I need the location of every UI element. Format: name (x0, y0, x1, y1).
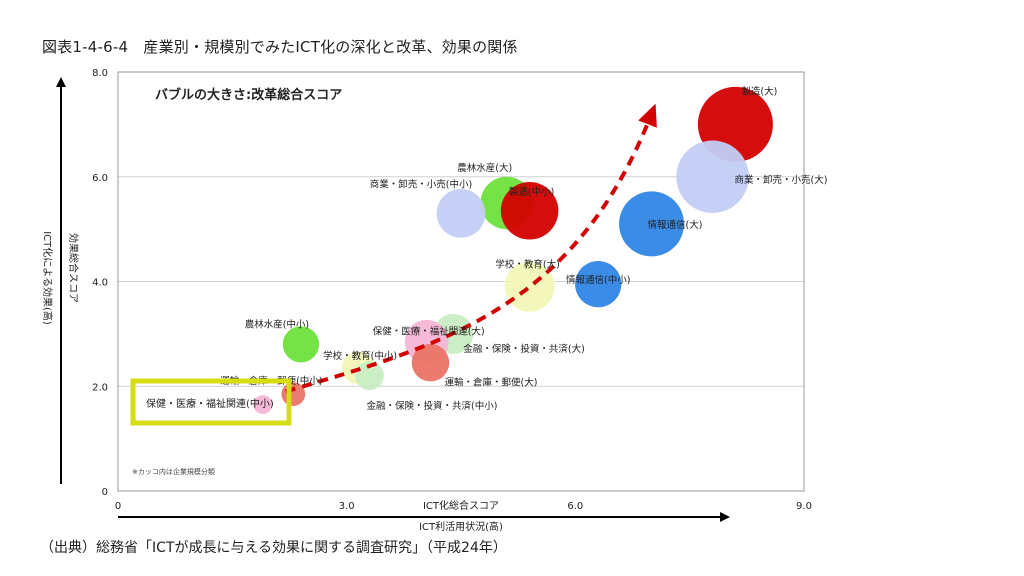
bubble-label: 保健・医療・福祉関連(大) (373, 326, 485, 338)
bubble (676, 140, 749, 213)
y-tick-label: 0 (102, 487, 108, 498)
bubble-label: 製造(中小) (509, 186, 554, 198)
y-tick-label: 4.0 (92, 278, 108, 289)
bubble-label-highlighted: 保健・医療・福祉関連(中小) (146, 397, 274, 410)
bubble-label: 金融・保険・投資・共済(中小) (367, 400, 498, 412)
bubble (619, 191, 685, 257)
bubble (355, 361, 384, 391)
bubble (411, 343, 450, 382)
chart-note: ※カッコ内は企業規模分類 (132, 467, 215, 476)
bubble-label: 商業・卸売・小売(中小) (370, 178, 472, 190)
highlight-box (130, 378, 292, 426)
bubble-label: 商業・卸売・小売(大) (735, 174, 828, 186)
x-tick-label: 9.0 (796, 501, 812, 512)
x-tick-label: 3.0 (339, 501, 355, 512)
bubble (575, 260, 622, 308)
bubble-label: 情報通信(中小) (566, 274, 630, 286)
bubble (504, 261, 555, 312)
y-tick-label: 6.0 (92, 173, 108, 184)
bubble-label: 金融・保険・投資・共済(大) (463, 343, 584, 355)
y-tick-label: 2.0 (92, 382, 108, 393)
bubble (282, 326, 320, 363)
figure-title: 図表1-4-6-4 産業別・規模別でみたICT化の深化と改革、効果の関係 (42, 38, 518, 56)
x-axis-label-outer: ICT利活用状況(高) (419, 520, 503, 533)
bubble-label: 情報通信(大) (648, 219, 703, 231)
bubble (253, 395, 273, 414)
source-citation: （出典）総務省「ICTが成長に与える効果に関する調査研究」（平成24年） (40, 540, 507, 556)
bubble-label: 農林水産(大) (457, 162, 512, 174)
bubble-label: 学校・教育(大) (495, 259, 559, 271)
bubble-label: 運輸・倉庫・郵便(大) (445, 377, 538, 389)
bubble (436, 189, 486, 238)
x-tick-label: 0 (115, 501, 121, 512)
trend-arrow (285, 103, 657, 394)
bubble-label: 製造(大) (741, 85, 777, 97)
x-tick-label: 6.0 (567, 501, 583, 512)
bubble-label: 農林水産(中小) (245, 318, 309, 330)
y-tick-label: 8.0 (92, 68, 108, 79)
y-axis-label-outer: ICT化による効果(高) (41, 231, 54, 325)
chart-subtitle: バブルの大きさ:改革総合スコア (155, 87, 342, 103)
bubble (500, 182, 559, 240)
bubble-label: 学校・教育(中小) (323, 350, 397, 362)
y-axis-label-inner: 効果総合スコア (67, 233, 80, 303)
x-axis-label-inner: ICT化総合スコア (423, 499, 499, 512)
plot-frame (117, 71, 805, 492)
